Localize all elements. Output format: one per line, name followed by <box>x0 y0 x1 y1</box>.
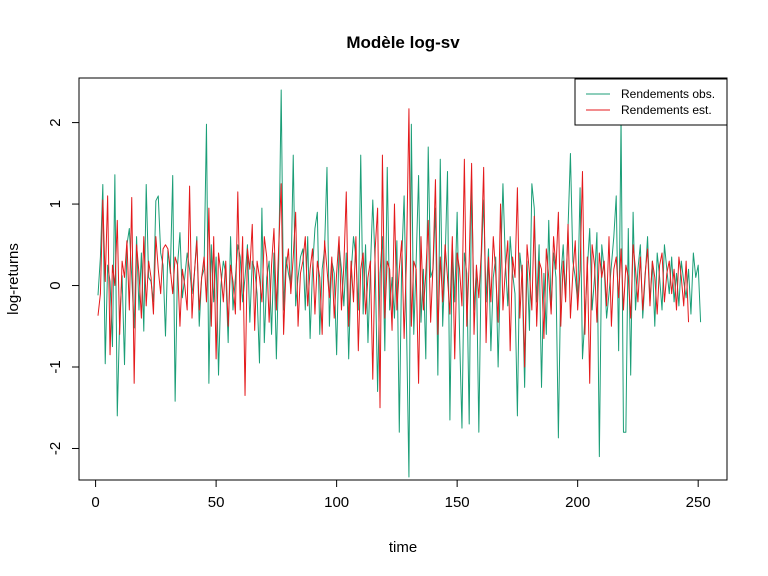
x-tick-label: 150 <box>445 494 470 511</box>
y-tick-label: -1 <box>47 360 64 373</box>
x-tick-label: 50 <box>208 494 225 511</box>
chart-title: Modèle log-sv <box>346 33 460 52</box>
legend-label-est: Rendements est. <box>621 103 712 117</box>
y-tick-label: -2 <box>47 442 64 455</box>
x-axis: 0 50 100 150 200 250 <box>91 479 711 511</box>
x-tick-label: 0 <box>91 494 99 511</box>
x-tick-label: 100 <box>324 494 349 511</box>
legend: Rendements obs. Rendements est. <box>574 78 728 126</box>
series-layer <box>97 89 702 478</box>
legend-box <box>574 78 728 126</box>
y-tick-label: 1 <box>47 200 64 208</box>
y-axis-label: log-returns <box>5 243 22 315</box>
y-tick-label: 0 <box>47 281 64 289</box>
legend-label-obs: Rendements obs. <box>621 87 715 101</box>
series-line-est <box>97 108 690 409</box>
x-axis-label: time <box>389 539 417 556</box>
x-tick-label: 250 <box>686 494 711 511</box>
y-axis: -2 -1 0 1 2 <box>47 118 80 455</box>
x-tick-label: 200 <box>565 494 590 511</box>
y-tick-label: 2 <box>47 118 64 126</box>
